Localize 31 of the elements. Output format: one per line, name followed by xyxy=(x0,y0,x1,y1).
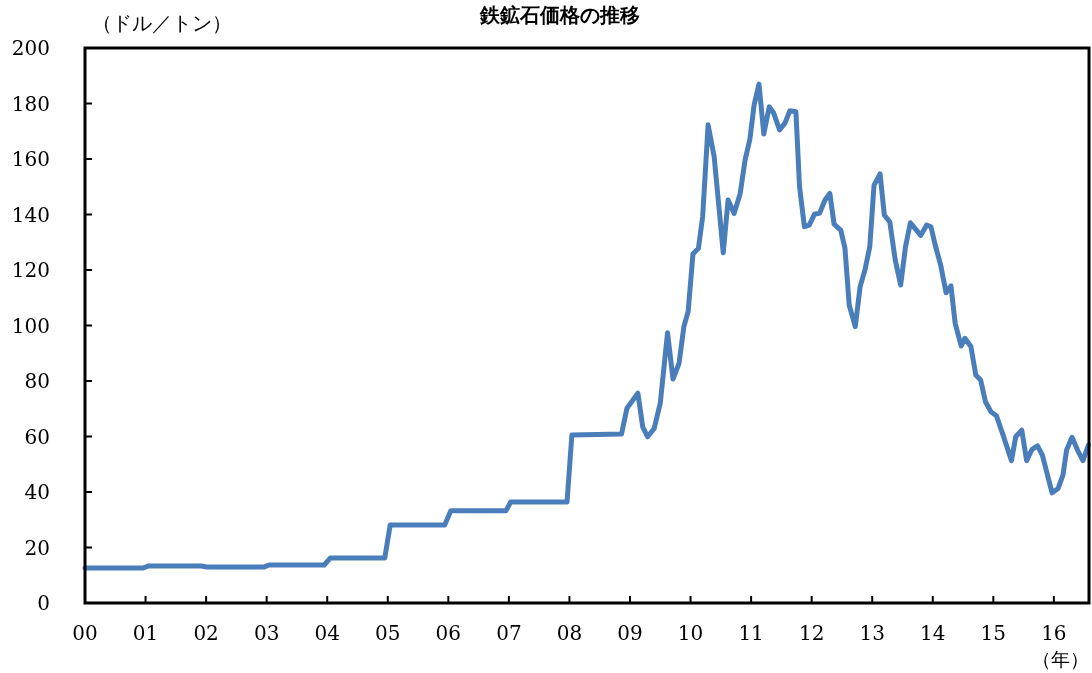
x-tick-label: 08 xyxy=(556,621,583,645)
x-tick-label: 07 xyxy=(496,621,522,645)
x-axis-title: （年） xyxy=(1032,648,1089,670)
x-tick-label: 02 xyxy=(193,621,219,645)
y-axis-title: （ドル／トン） xyxy=(92,11,232,35)
x-tick-label: 01 xyxy=(132,621,159,645)
x-tick-label: 09 xyxy=(617,621,643,645)
x-tick-label: 04 xyxy=(314,621,340,645)
x-tick-label: 11 xyxy=(738,621,764,645)
x-tick-label: 12 xyxy=(798,621,825,645)
y-tick-label: 140 xyxy=(11,202,50,227)
y-tick-label: 160 xyxy=(11,147,50,171)
y-tick-label: 40 xyxy=(24,480,50,504)
x-tick-label: 15 xyxy=(980,621,1007,645)
x-tick-label: 05 xyxy=(375,621,401,645)
x-tick-label: 16 xyxy=(1041,621,1067,645)
x-tick-label: 03 xyxy=(253,621,280,645)
y-tick-label: 20 xyxy=(24,535,50,560)
y-tick-label: 100 xyxy=(11,313,50,338)
x-tick-label: 00 xyxy=(72,621,98,645)
x-tick-label: 13 xyxy=(859,621,885,645)
y-tick-label: 200 xyxy=(11,36,50,60)
y-tick-label: 0 xyxy=(37,591,50,615)
x-tick-label: 06 xyxy=(435,621,462,645)
x-tick-label: 10 xyxy=(677,621,704,645)
y-tick-label: 180 xyxy=(11,91,50,116)
chart-title: 鉄鉱石価格の推移 xyxy=(479,3,640,27)
x-tick-label: 14 xyxy=(920,621,946,645)
y-tick-label: 80 xyxy=(24,369,50,393)
y-tick-label: 120 xyxy=(11,258,50,282)
y-tick-label: 60 xyxy=(24,424,50,449)
